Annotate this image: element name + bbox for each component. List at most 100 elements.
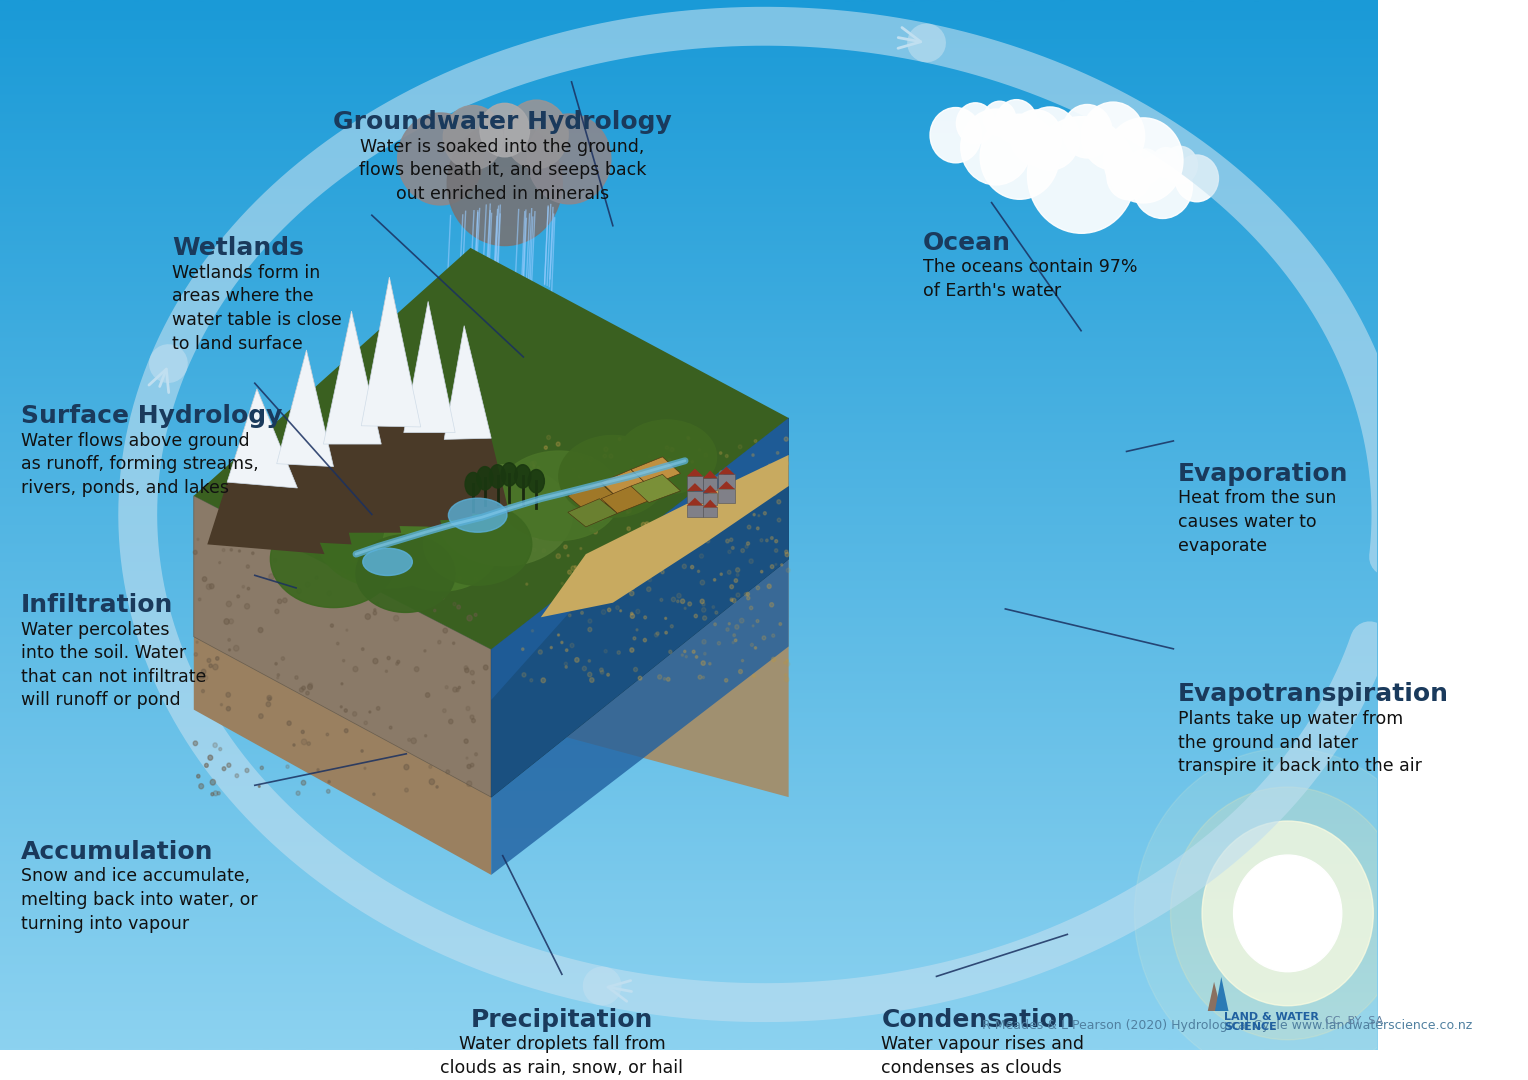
Circle shape (388, 554, 391, 557)
Circle shape (301, 686, 306, 690)
Circle shape (633, 474, 636, 477)
Circle shape (631, 460, 633, 462)
Circle shape (567, 570, 571, 575)
Circle shape (756, 620, 759, 623)
Circle shape (1170, 787, 1404, 1040)
Circle shape (979, 114, 1059, 200)
Circle shape (244, 768, 249, 772)
Circle shape (657, 548, 660, 551)
Circle shape (773, 492, 776, 495)
Circle shape (565, 665, 567, 669)
Circle shape (437, 640, 442, 644)
Circle shape (466, 781, 472, 786)
Circle shape (521, 648, 524, 650)
Polygon shape (307, 350, 351, 544)
Circle shape (601, 518, 604, 522)
Circle shape (735, 639, 736, 642)
Circle shape (437, 566, 439, 569)
Text: CC  BY  SA: CC BY SA (1325, 1015, 1383, 1026)
Circle shape (417, 566, 422, 570)
Circle shape (523, 673, 526, 677)
Circle shape (452, 642, 455, 645)
Circle shape (769, 464, 770, 467)
Circle shape (575, 658, 579, 662)
Circle shape (564, 662, 567, 665)
Polygon shape (465, 326, 509, 513)
Circle shape (301, 781, 306, 785)
Circle shape (671, 624, 674, 627)
Circle shape (747, 542, 750, 545)
Circle shape (750, 644, 753, 647)
Circle shape (749, 558, 753, 564)
Circle shape (561, 582, 564, 584)
Circle shape (706, 539, 711, 543)
Polygon shape (390, 278, 442, 527)
Circle shape (348, 575, 351, 578)
Circle shape (258, 714, 263, 718)
Polygon shape (361, 278, 420, 427)
Circle shape (770, 537, 773, 539)
Circle shape (685, 656, 688, 658)
Polygon shape (631, 457, 680, 486)
Circle shape (219, 562, 220, 564)
Polygon shape (703, 492, 718, 504)
Circle shape (747, 596, 750, 599)
Circle shape (576, 592, 579, 596)
Circle shape (778, 518, 781, 522)
Polygon shape (445, 326, 490, 440)
Circle shape (1106, 153, 1151, 200)
Circle shape (315, 576, 318, 579)
Circle shape (231, 549, 232, 551)
Circle shape (309, 683, 313, 687)
Circle shape (785, 677, 788, 681)
Circle shape (639, 571, 642, 575)
Circle shape (683, 650, 686, 652)
Circle shape (634, 667, 637, 672)
Polygon shape (686, 476, 703, 490)
Circle shape (712, 475, 717, 481)
Polygon shape (718, 474, 735, 488)
Circle shape (704, 454, 707, 457)
Circle shape (252, 552, 254, 554)
Circle shape (701, 499, 706, 503)
Circle shape (747, 525, 750, 529)
Circle shape (226, 764, 231, 767)
Polygon shape (228, 389, 298, 488)
Circle shape (776, 451, 779, 455)
Circle shape (429, 766, 432, 768)
Circle shape (1021, 107, 1079, 171)
Circle shape (703, 652, 706, 656)
Circle shape (961, 109, 1031, 185)
Circle shape (226, 706, 231, 711)
Circle shape (452, 687, 457, 692)
Circle shape (590, 528, 593, 531)
Circle shape (784, 662, 785, 664)
Ellipse shape (529, 470, 544, 492)
Circle shape (730, 598, 733, 602)
Text: Water droplets fall from
clouds as rain, snow, or hail: Water droplets fall from clouds as rain,… (440, 1036, 683, 1077)
Polygon shape (1215, 977, 1229, 1011)
Circle shape (365, 613, 370, 620)
Circle shape (529, 538, 530, 540)
Circle shape (703, 494, 706, 497)
Circle shape (709, 662, 711, 665)
Ellipse shape (498, 451, 620, 540)
Circle shape (1082, 103, 1144, 171)
Circle shape (466, 706, 471, 711)
Circle shape (700, 599, 704, 604)
Circle shape (443, 629, 448, 633)
Circle shape (599, 511, 602, 513)
Circle shape (538, 650, 542, 654)
Circle shape (720, 471, 724, 475)
Circle shape (468, 765, 471, 769)
Polygon shape (351, 311, 400, 532)
Circle shape (660, 598, 663, 602)
Circle shape (584, 483, 585, 485)
Circle shape (601, 671, 604, 674)
Circle shape (267, 696, 272, 701)
Circle shape (538, 515, 539, 517)
Circle shape (665, 618, 666, 620)
Circle shape (287, 721, 292, 726)
Circle shape (411, 738, 416, 744)
Circle shape (435, 786, 439, 788)
